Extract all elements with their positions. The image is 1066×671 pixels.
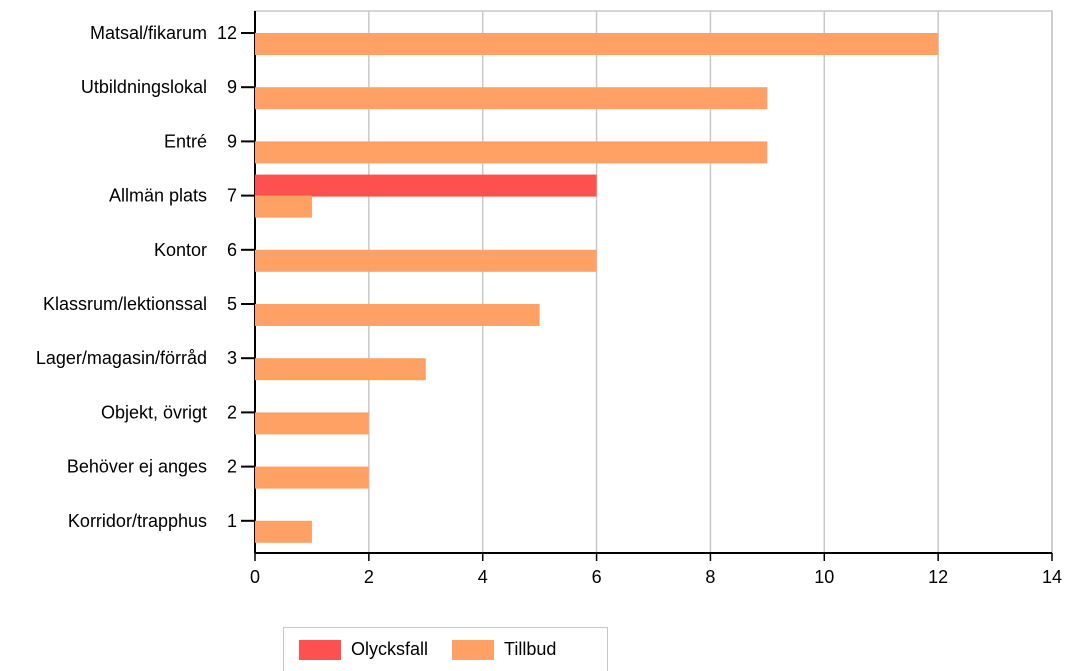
legend-swatch-tillbud (452, 639, 495, 660)
category-total-label: 6 (227, 240, 237, 260)
x-tick-label: 8 (705, 567, 715, 587)
category-total-label: 5 (227, 294, 237, 314)
category-total-label: 2 (227, 402, 237, 422)
bar-tillbud (255, 141, 768, 164)
category-total-label: 1 (227, 511, 237, 531)
category-total-label: 9 (227, 77, 237, 97)
legend-item-tillbud: Tillbud (452, 639, 556, 660)
bar-tillbud (255, 412, 369, 435)
category-total-label: 7 (227, 186, 237, 206)
x-tick-label: 12 (928, 567, 948, 587)
x-axis-tick-labels: 0 2 4 6 8 10 12 14 (250, 567, 1062, 587)
legend-label: Tillbud (504, 639, 557, 659)
bar-chart: 12Matsal/fikarum9Utbildningslokal9Entré7… (36, 10, 1062, 587)
bar-tillbud (255, 358, 426, 381)
bar-tillbud (255, 249, 597, 272)
bar-tillbud (255, 520, 312, 543)
legend: Olycksfall Tillbud (283, 627, 608, 671)
category-label: Objekt, övrigt (101, 402, 207, 422)
x-tick-label: 0 (250, 567, 260, 587)
legend-label: Olycksfall (351, 639, 429, 659)
bar-olycksfall (255, 174, 597, 197)
category-label: Korridor/trapphus (68, 511, 207, 531)
legend-item-olycksfall: Olycksfall (299, 639, 428, 660)
legend-swatch-olycksfall (299, 639, 341, 660)
bar-tillbud (255, 195, 312, 218)
category-label: Behöver ej anges (67, 457, 207, 477)
category-total-label: 9 (227, 131, 237, 151)
category-label: Lager/magasin/förråd (36, 348, 207, 368)
bar-tillbud (255, 304, 540, 326)
category-label: Klassrum/lektionssal (43, 294, 207, 314)
category-label: Utbildningslokal (81, 77, 207, 97)
category-total-label: 2 (227, 457, 237, 477)
category-label: Entré (164, 131, 207, 151)
category-total-label: 3 (227, 348, 237, 368)
x-tick-label: 6 (592, 567, 602, 587)
category-labels: 12Matsal/fikarum9Utbildningslokal9Entré7… (36, 23, 237, 531)
bars (255, 33, 939, 543)
x-tick-label: 2 (364, 567, 374, 587)
category-total-label: 12 (217, 23, 237, 43)
x-tick-label: 14 (1042, 567, 1062, 587)
category-label: Allmän plats (109, 186, 207, 206)
category-label: Kontor (154, 240, 207, 260)
x-tick-label: 4 (478, 567, 488, 587)
bar-tillbud (255, 466, 369, 489)
x-tick-label: 10 (814, 567, 834, 587)
bar-tillbud (255, 33, 939, 55)
bar-tillbud (255, 87, 768, 110)
category-label: Matsal/fikarum (90, 23, 207, 43)
